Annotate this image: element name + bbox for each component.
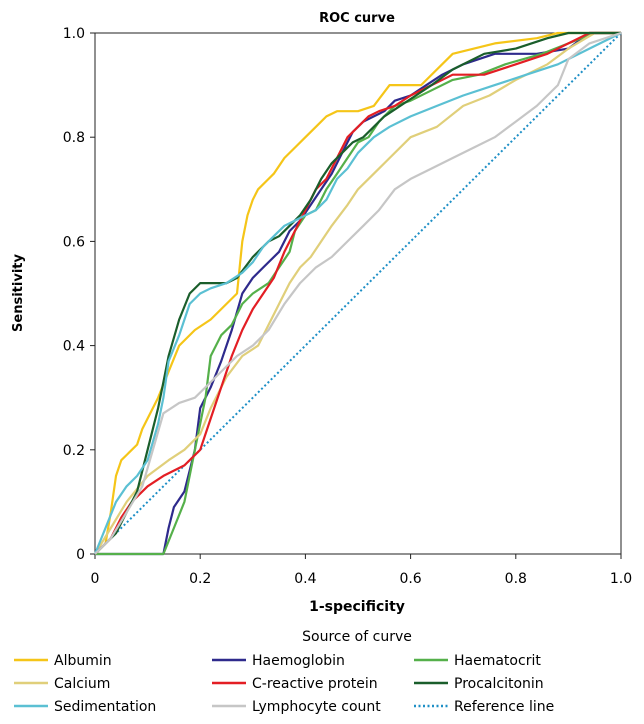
x-tick-label: 0 bbox=[91, 571, 100, 587]
y-tick-label: 0 bbox=[76, 547, 85, 563]
y-axis-label: Sensitivity bbox=[11, 254, 26, 332]
y-tick-label: 0.2 bbox=[63, 443, 85, 459]
x-tick-label: 0.6 bbox=[399, 571, 421, 587]
plot-area bbox=[94, 32, 622, 555]
series-line-sedimentation bbox=[93, 32, 622, 555]
legend-label-haematocrit: Haematocrit bbox=[454, 653, 541, 669]
legend-label-albumin: Albumin bbox=[54, 653, 112, 669]
x-axis-ticks: 0 0.2 0.4 0.6 0.8 1.0 bbox=[91, 554, 632, 587]
y-axis-ticks: 0 0.2 0.4 0.6 0.8 1.0 bbox=[63, 26, 95, 563]
y-tick-label: 0.8 bbox=[63, 130, 85, 146]
legend-label-haemoglobin: Haemoglobin bbox=[252, 653, 345, 669]
legend-label-procalcitonin: Procalcitonin bbox=[454, 676, 544, 692]
x-axis-label: 1-specificity bbox=[309, 599, 405, 615]
series-line-c-reactive-protein bbox=[94, 31, 621, 555]
series-lines bbox=[93, 31, 622, 556]
y-tick-label: 1.0 bbox=[63, 26, 85, 42]
legend-label-calcium: Calcium bbox=[54, 676, 110, 692]
x-tick-label: 0.4 bbox=[294, 571, 316, 587]
y-tick-label: 0.4 bbox=[63, 339, 85, 355]
legend-label-lymphocyte-count: Lymphocyte count bbox=[252, 699, 381, 715]
x-tick-label: 1.0 bbox=[610, 571, 632, 587]
series-line-lymphocyte-count bbox=[94, 31, 622, 555]
legend-label-reference-line: Reference line bbox=[454, 699, 554, 715]
legend-label-sedimentation: Sedimentation bbox=[54, 699, 156, 715]
x-tick-label: 0.2 bbox=[189, 571, 211, 587]
legend-title: Source of curve bbox=[302, 629, 412, 645]
chart-title: ROC curve bbox=[319, 11, 395, 26]
x-tick-label: 0.8 bbox=[505, 571, 527, 587]
y-tick-label: 0.6 bbox=[63, 234, 85, 250]
legend-label-c-reactive-protein: C-reactive protein bbox=[252, 676, 378, 692]
series-line-albumin bbox=[94, 31, 621, 555]
legend: Albumin Haemoglobin Haematocrit Calcium C-re… bbox=[14, 653, 554, 715]
series-line-procalcitonin bbox=[94, 31, 621, 555]
series-line-calcium bbox=[94, 31, 621, 555]
